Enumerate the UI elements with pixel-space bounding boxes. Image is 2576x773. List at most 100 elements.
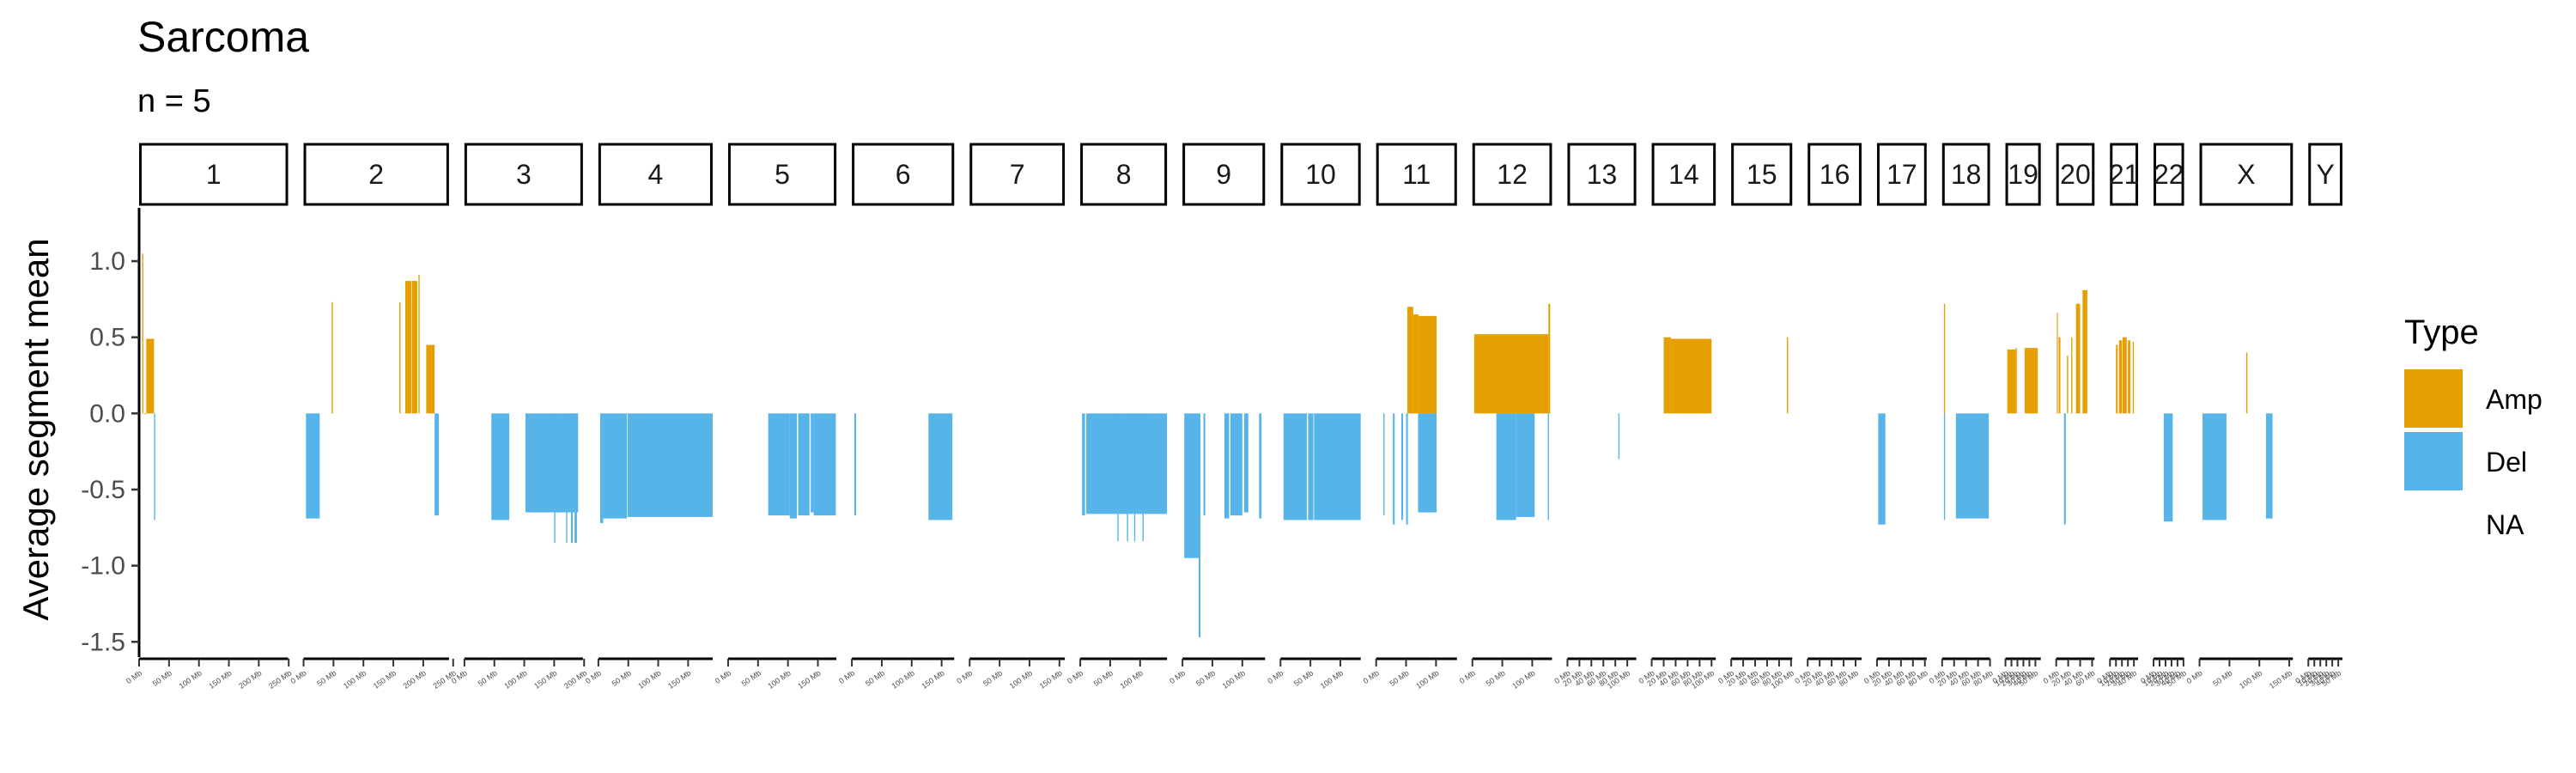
amp-bar: [2058, 337, 2061, 414]
strip-label: 4: [648, 159, 664, 190]
del-bar: [811, 413, 814, 513]
amp-bar: [1943, 303, 1946, 414]
del-bar: [1142, 413, 1144, 542]
del-bar: [1203, 413, 1206, 516]
x-tick-label: 150 Mb: [920, 668, 945, 690]
x-tick-label: 0 Mb: [584, 668, 603, 685]
amp-bar: [2245, 352, 2248, 414]
y-tick-label: -0.5: [81, 476, 125, 504]
x-tick-label: 150 Mb: [372, 668, 398, 690]
strip-box: [1472, 143, 1552, 206]
y-tick-label: 0.0: [89, 399, 125, 428]
del-bar: [1516, 413, 1535, 517]
strip-box: [2056, 143, 2095, 206]
del-bar: [154, 413, 155, 520]
x-tick-label: 50 Mb: [611, 668, 633, 688]
legend-key-na: [2404, 495, 2463, 553]
legend-label: Del: [2486, 447, 2527, 478]
strip-label: 7: [1010, 159, 1025, 190]
x-tick-label: 0 Mb: [1168, 668, 1187, 685]
chart-title: Sarcoma: [137, 13, 309, 61]
del-bar: [928, 413, 953, 520]
strip-label: 13: [1587, 159, 1618, 190]
amp-bar: [2118, 340, 2123, 414]
x-tick-label: 100 Mb: [1414, 668, 1440, 690]
x-tick-label: 150 Mb: [1038, 668, 1064, 690]
del-bar: [491, 413, 510, 520]
strip-box: [2199, 143, 2293, 206]
del-bar: [1224, 413, 1230, 519]
strip-box: [1876, 143, 1927, 206]
x-tick-label: 100 Mb: [1119, 668, 1145, 690]
strip-box: [1807, 143, 1862, 206]
del-bar: [1308, 413, 1314, 520]
amp-bar: [2122, 337, 2127, 414]
del-bar: [1955, 413, 1990, 519]
x-tick-label: 50 Mb: [315, 668, 337, 688]
del-bar: [306, 413, 320, 519]
del-bar: [1243, 413, 1249, 513]
del-bar: [1547, 413, 1549, 520]
x-tick-label: 100 Mb: [178, 668, 204, 690]
strip-box: [598, 143, 713, 206]
y-axis-title: Average segment mean: [15, 238, 56, 620]
panel-chr-9: 9 0 Mb 50 Mb 100 Mb: [1168, 143, 1266, 691]
chart-subtitle: n = 5: [137, 83, 211, 119]
strip-label: 20: [2060, 159, 2091, 190]
y-tick-label: 0.5: [89, 324, 125, 352]
x-tick-label: 100 Mb: [636, 668, 662, 690]
strip-box: [1182, 143, 1266, 206]
x-tick-label: 50 Mb: [864, 668, 886, 688]
strip-box: [1651, 143, 1716, 206]
x-tick-label: 100 Mb: [2238, 668, 2263, 690]
x-tick-label: 50 Mb: [1388, 668, 1410, 688]
amp-bar: [331, 301, 333, 414]
strip-label: Y: [2316, 159, 2334, 190]
legend-title: Type: [2404, 313, 2479, 351]
strip-box: [1280, 143, 1361, 206]
panel-chr-5: 50 Mb 50 Mb 100 Mb 150 Mb: [714, 143, 837, 691]
y-tick-label: 1.0: [89, 247, 125, 276]
legend-key-amp: [2404, 369, 2463, 428]
x-tick-label: 100 Mb: [502, 668, 528, 690]
panel-chr-12: 12 0 Mb 50 Mb 100 Mb: [1458, 143, 1552, 691]
del-bar: [1314, 413, 1361, 520]
del-bar: [1198, 413, 1201, 637]
strip-box: [1080, 143, 1168, 206]
amp-bar: [1663, 337, 1671, 414]
del-bar: [1082, 413, 1085, 516]
amp-bar: [2067, 355, 2069, 414]
amp-bar: [1548, 303, 1551, 414]
x-tick-label: 50 Mb: [1292, 668, 1315, 688]
amp-bar: [2071, 337, 2073, 414]
del-bar: [1383, 413, 1385, 516]
del-bar: [2163, 413, 2173, 522]
del-bar: [525, 413, 579, 513]
del-bar: [554, 413, 556, 544]
amp-bar: [1419, 315, 1437, 414]
del-bar: [1283, 413, 1307, 520]
amp-bar: [1786, 337, 1789, 414]
strip-box: [303, 143, 449, 206]
strip-box: [2154, 143, 2184, 206]
del-bar: [1400, 413, 1404, 520]
amp-bar: [2075, 303, 2081, 414]
strip-label: 18: [1951, 159, 1982, 190]
strip-label: 2: [368, 159, 384, 190]
strip-label: X: [2237, 159, 2255, 190]
strip-box: [1376, 143, 1457, 206]
del-bar: [1406, 413, 1408, 525]
x-tick-label: 0 Mb: [1362, 668, 1381, 685]
strip-label: 17: [1886, 159, 1917, 190]
amp-bar: [1413, 314, 1419, 414]
amp-bar: [1406, 307, 1413, 414]
x-tick-label: 0 Mb: [1066, 668, 1084, 685]
del-bar: [570, 413, 574, 544]
strip-label: 1: [206, 159, 222, 190]
